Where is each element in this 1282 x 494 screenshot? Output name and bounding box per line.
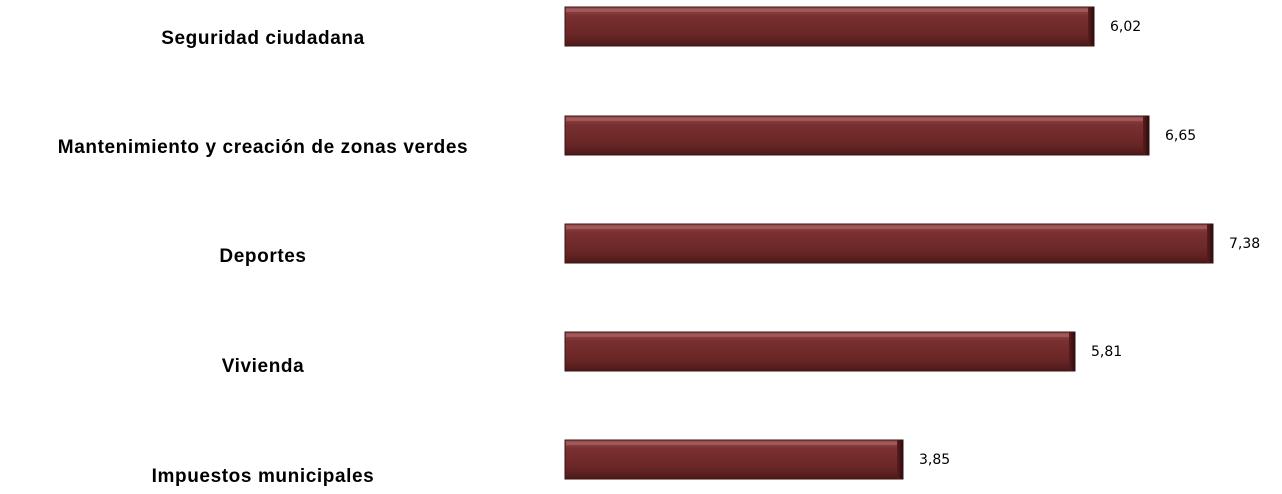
value-label-1: 6,65: [1165, 128, 1196, 144]
bar-highlight-2: [566, 226, 1212, 229]
bars-group: [565, 7, 1213, 479]
bar-highlight-0: [566, 9, 1093, 12]
value-label-4: 3,85: [919, 452, 950, 468]
category-label-3: Vivienda: [222, 356, 305, 377]
bar-2: [565, 224, 1213, 263]
bar-highlight-4: [566, 442, 902, 445]
value-label-2: 7,38: [1229, 236, 1260, 252]
category-label-2: Deportes: [219, 246, 306, 267]
category-labels: Seguridad ciudadana Mantenimiento y creac…: [58, 28, 468, 487]
bar-end-4: [897, 440, 903, 479]
bar-4: [565, 440, 903, 479]
value-label-0: 6,02: [1110, 19, 1141, 35]
bar-end-3: [1069, 332, 1075, 371]
bar-end-0: [1088, 7, 1094, 46]
bar-3: [565, 332, 1075, 371]
category-label-0: Seguridad ciudadana: [161, 28, 365, 49]
value-label-3: 5,81: [1091, 344, 1122, 360]
bar-end-2: [1207, 224, 1213, 263]
bar-highlight-1: [566, 118, 1148, 121]
category-label-1: Mantenimiento y creación de zonas verdes: [58, 137, 468, 158]
bar-1: [565, 116, 1149, 155]
bar-0: [565, 7, 1094, 46]
bar-end-1: [1143, 116, 1149, 155]
category-label-4: Impuestos municipales: [152, 466, 375, 487]
bar-highlight-3: [566, 334, 1074, 337]
